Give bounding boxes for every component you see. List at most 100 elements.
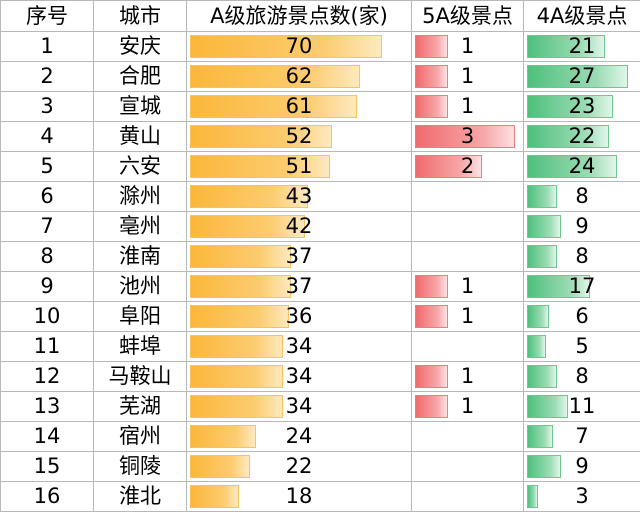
rank-cell-value: 16: [33, 484, 61, 508]
a-total-cell: 51: [186, 151, 412, 182]
city-cell: 合肥: [93, 61, 187, 92]
a5-cell: 1: [411, 31, 524, 62]
a4-cell-value: 24: [568, 154, 596, 178]
a-total-cell-bar: [190, 335, 283, 358]
a4-cell-value: 9: [575, 214, 589, 238]
rank-cell: 14: [0, 421, 94, 452]
a-total-cell-bar: [190, 275, 291, 298]
a5-cell-value: 3: [460, 124, 475, 148]
rank-cell-value: 1: [40, 34, 54, 58]
a4-cell: 8: [523, 181, 640, 212]
a4-cell-bar: [527, 95, 613, 118]
table-row: 16 淮北 18 3: [0, 481, 640, 512]
city-cell-value: 宿州: [119, 424, 161, 448]
a-total-cell-bar: [190, 425, 256, 448]
a-total-cell: 34: [186, 391, 412, 422]
a-total-cell-value: 70: [285, 34, 313, 58]
a5-cell-value: 1: [460, 64, 475, 88]
a-total-cell-value: 42: [285, 214, 313, 238]
a4-cell: 17: [523, 271, 640, 302]
table-row: 2 合肥 62 1 27: [0, 61, 640, 92]
rank-cell: 4: [0, 121, 94, 152]
header-4a: 4A级景点: [523, 0, 640, 32]
table-row: 14 宿州 24 7: [0, 421, 640, 452]
a4-cell: 22: [523, 121, 640, 152]
a-total-cell-value: 36: [285, 304, 313, 328]
rank-cell: 10: [0, 301, 94, 332]
city-cell: 黄山: [93, 121, 187, 152]
a-total-cell: 24: [186, 421, 412, 452]
a5-cell: [411, 451, 524, 482]
rank-cell-value: 13: [33, 394, 61, 418]
a5-cell-bar: [415, 275, 448, 298]
a-total-cell-bar: [190, 155, 330, 178]
city-cell-value: 淮南: [119, 244, 161, 268]
a4-cell-value: 23: [568, 94, 596, 118]
rank-cell: 6: [0, 181, 94, 212]
a-total-cell-bar: [190, 185, 308, 208]
a-total-cell: 62: [186, 61, 412, 92]
a4-cell-bar: [527, 455, 561, 478]
a-total-cell-value: 52: [285, 124, 313, 148]
rank-cell: 12: [0, 361, 94, 392]
rank-cell-value: 15: [33, 454, 61, 478]
a-total-cell: 34: [186, 331, 412, 362]
a4-cell-value: 17: [568, 274, 596, 298]
city-cell: 蚌埠: [93, 331, 187, 362]
city-cell-value: 芜湖: [119, 394, 161, 418]
a5-cell-value: 1: [460, 34, 475, 58]
a4-cell-bar: [527, 185, 557, 208]
city-cell: 宿州: [93, 421, 187, 452]
a-total-cell-value: 34: [285, 364, 313, 388]
a-total-cell-bar: [190, 35, 382, 58]
a5-cell-value: 1: [460, 394, 475, 418]
rank-cell: 2: [0, 61, 94, 92]
rank-cell-value: 5: [40, 154, 54, 178]
a4-cell-bar: [527, 35, 605, 58]
rank-cell: 11: [0, 331, 94, 362]
table-row: 3 宣城 61 1 23: [0, 91, 640, 122]
rank-cell: 8: [0, 241, 94, 272]
a5-cell-value: 1: [460, 94, 475, 118]
table-row: 12 马鞍山 34 1 8: [0, 361, 640, 392]
a-total-cell: 42: [186, 211, 412, 242]
rank-cell: 5: [0, 151, 94, 182]
rank-cell-value: 14: [33, 424, 61, 448]
a4-cell-value: 11: [568, 394, 596, 418]
a4-cell: 3: [523, 481, 640, 512]
city-cell: 安庆: [93, 31, 187, 62]
header-city: 城市: [93, 0, 187, 32]
header-a-total: A级旅游景点数(家): [186, 0, 412, 32]
a5-cell-value: 1: [460, 364, 475, 388]
a4-cell-bar: [527, 125, 609, 148]
a-total-cell-value: 34: [285, 334, 313, 358]
a5-cell-bar: [415, 155, 482, 178]
table-row: 1 安庆 70 1 21: [0, 31, 640, 62]
a4-cell-bar: [527, 305, 549, 328]
a-total-cell-value: 51: [285, 154, 313, 178]
a5-cell-value: 2: [460, 154, 475, 178]
table-row: 15 铜陵 22 9: [0, 451, 640, 482]
a5-cell: 1: [411, 391, 524, 422]
a-total-cell-value: 61: [285, 94, 313, 118]
a5-cell-bar: [415, 65, 448, 88]
rank-cell-value: 12: [33, 364, 61, 388]
a-total-cell-value: 22: [285, 454, 313, 478]
a5-cell: [411, 241, 524, 272]
city-cell: 滁州: [93, 181, 187, 212]
city-cell-value: 宣城: [119, 94, 161, 118]
a5-cell-value: 1: [460, 304, 475, 328]
city-cell: 六安: [93, 151, 187, 182]
table-row: 5 六安 51 2 24: [0, 151, 640, 182]
table-body: 1 安庆 70 1 21 2 合肥 62 1 27 3 宣城 61 1 23 4 黄山 52 3 22 5 六安 51 2 24…: [0, 31, 640, 512]
a5-cell: 1: [411, 301, 524, 332]
rank-cell: 3: [0, 91, 94, 122]
a-total-cell-bar: [190, 305, 289, 328]
city-cell-value: 池州: [119, 274, 161, 298]
a-total-cell: 61: [186, 91, 412, 122]
rank-cell: 9: [0, 271, 94, 302]
a-total-cell-bar: [190, 215, 305, 238]
city-cell-value: 六安: [119, 154, 161, 178]
a4-cell-bar: [527, 365, 557, 388]
